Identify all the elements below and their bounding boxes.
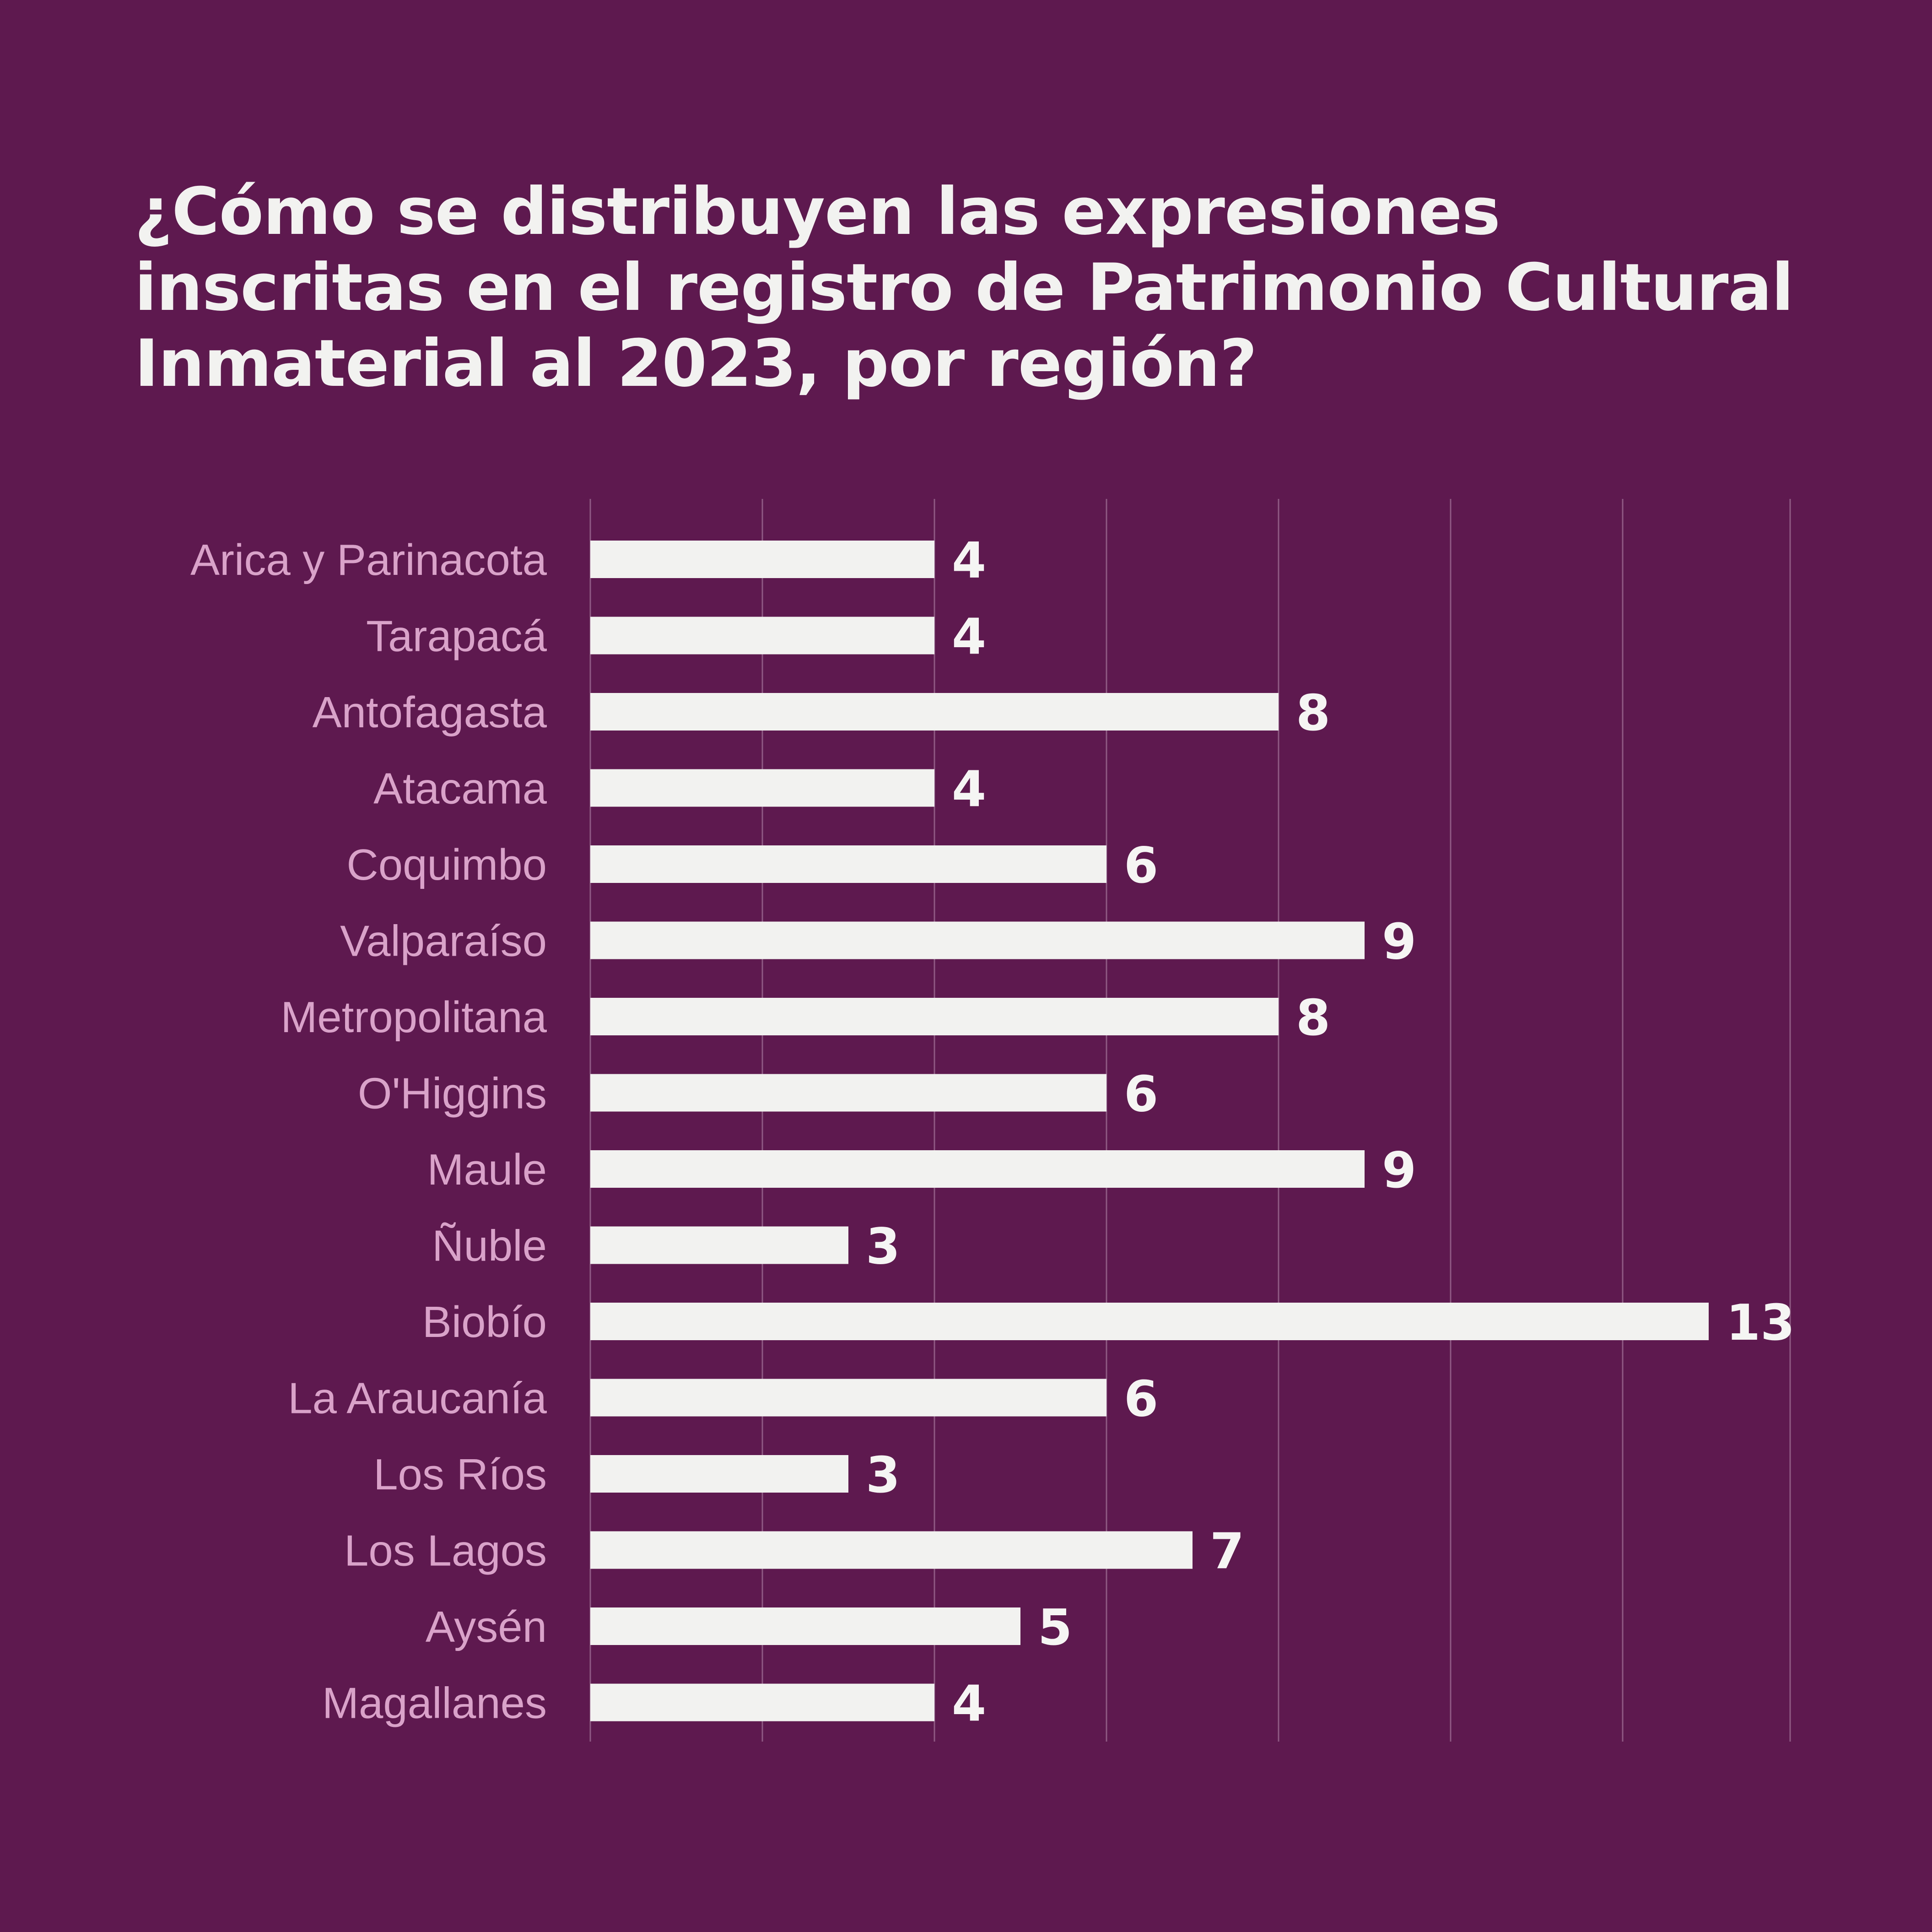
value-label: 13 xyxy=(1726,1294,1795,1352)
value-label: 4 xyxy=(952,609,986,666)
value-label: 6 xyxy=(1124,1066,1158,1123)
category-label: Antofagasta xyxy=(313,688,547,737)
value-label: 3 xyxy=(866,1447,900,1504)
category-label: O'Higgins xyxy=(358,1069,547,1118)
bar xyxy=(590,1607,1020,1645)
bar xyxy=(590,845,1106,883)
bar xyxy=(590,1455,848,1493)
value-label: 9 xyxy=(1382,914,1416,971)
category-label: Atacama xyxy=(373,764,547,813)
value-label: 4 xyxy=(952,1676,986,1733)
bars xyxy=(590,541,1709,1721)
category-label: Magallanes xyxy=(322,1679,547,1728)
bar xyxy=(590,1226,848,1264)
value-label: 3 xyxy=(866,1218,900,1276)
category-labels: Arica y Parinacota Tarapacá Antofagasta Ata… xyxy=(190,536,547,1728)
value-label: 6 xyxy=(1124,837,1158,894)
category-label: Los Lagos xyxy=(344,1526,547,1575)
value-label: 4 xyxy=(952,532,986,590)
value-label: 8 xyxy=(1296,685,1330,742)
chart-title: ¿Cómo se distribuyen las expresiones ins… xyxy=(135,174,1794,401)
category-label: Metropolitana xyxy=(281,993,547,1042)
bar xyxy=(590,693,1279,731)
category-label: Ñuble xyxy=(432,1222,547,1271)
category-label: Biobío xyxy=(422,1298,547,1347)
value-label: 9 xyxy=(1382,1142,1416,1199)
category-label: Arica y Parinacota xyxy=(190,536,547,584)
bar xyxy=(590,1531,1193,1569)
category-label: Tarapacá xyxy=(366,612,547,661)
bar xyxy=(590,1150,1365,1188)
bar xyxy=(590,1683,934,1721)
bar xyxy=(590,1379,1106,1417)
bar xyxy=(590,769,934,807)
bar xyxy=(590,1303,1709,1340)
category-label: La Araucanía xyxy=(288,1374,547,1423)
category-label: Coquimbo xyxy=(346,840,547,889)
value-label: 8 xyxy=(1296,990,1330,1047)
category-label: Valparaíso xyxy=(340,917,547,966)
bar xyxy=(590,921,1365,959)
bar xyxy=(590,998,1279,1035)
bar xyxy=(590,617,934,655)
category-label: Los Ríos xyxy=(373,1450,547,1499)
category-label: Aysén xyxy=(426,1602,547,1651)
value-label: 4 xyxy=(952,761,986,818)
bar xyxy=(590,541,934,578)
bar xyxy=(590,1074,1106,1112)
value-label: 6 xyxy=(1124,1371,1158,1428)
category-label: Maule xyxy=(427,1145,547,1194)
value-label: 5 xyxy=(1038,1599,1072,1656)
value-label: 7 xyxy=(1210,1523,1244,1580)
